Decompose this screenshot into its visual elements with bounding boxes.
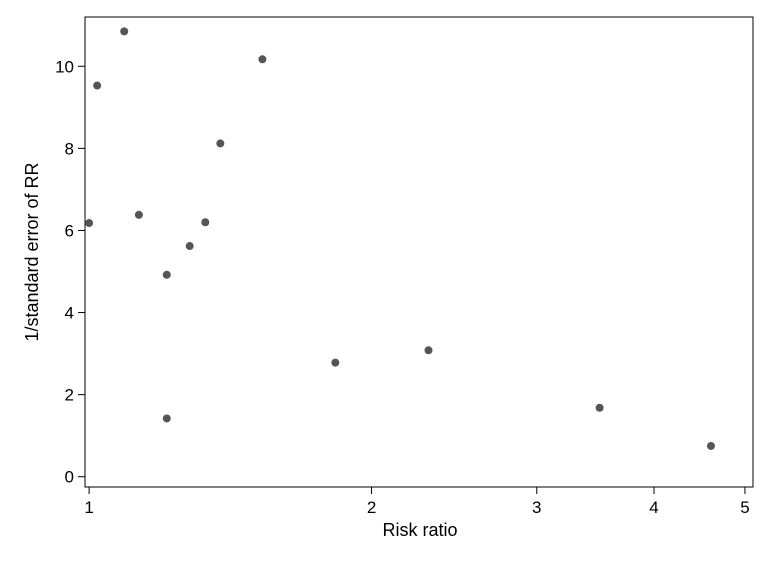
data-point bbox=[258, 55, 267, 64]
data-point bbox=[201, 218, 210, 227]
data-point bbox=[93, 81, 102, 90]
y-tick-label: 6 bbox=[65, 221, 74, 240]
data-point bbox=[85, 219, 94, 228]
y-tick-label: 2 bbox=[65, 386, 74, 405]
data-point bbox=[185, 242, 194, 251]
data-point bbox=[595, 403, 604, 412]
y-axis-title: 1/standard error of RR bbox=[22, 162, 42, 341]
y-tick-label: 4 bbox=[65, 304, 74, 323]
data-point bbox=[120, 27, 129, 36]
x-axis-title: Risk ratio bbox=[382, 520, 457, 540]
x-tick-label: 2 bbox=[367, 498, 376, 517]
data-point bbox=[162, 414, 171, 423]
x-tick-label: 4 bbox=[649, 498, 658, 517]
x-tick-label: 5 bbox=[740, 498, 749, 517]
x-axis: 1 2 3 4 5 bbox=[84, 487, 750, 517]
data-point bbox=[706, 441, 715, 450]
data-point bbox=[162, 270, 171, 279]
data-point bbox=[331, 358, 340, 367]
data-points bbox=[85, 27, 715, 450]
data-point bbox=[134, 210, 143, 219]
data-point bbox=[216, 139, 225, 148]
data-point bbox=[424, 346, 433, 355]
x-tick-label: 1 bbox=[84, 498, 93, 517]
y-tick-label: 8 bbox=[65, 139, 74, 158]
y-tick-label: 0 bbox=[65, 468, 74, 487]
y-tick-label: 10 bbox=[55, 57, 74, 76]
x-tick-label: 3 bbox=[532, 498, 541, 517]
plot-frame bbox=[84, 16, 754, 488]
y-axis: 0 2 4 6 8 10 bbox=[55, 57, 85, 487]
